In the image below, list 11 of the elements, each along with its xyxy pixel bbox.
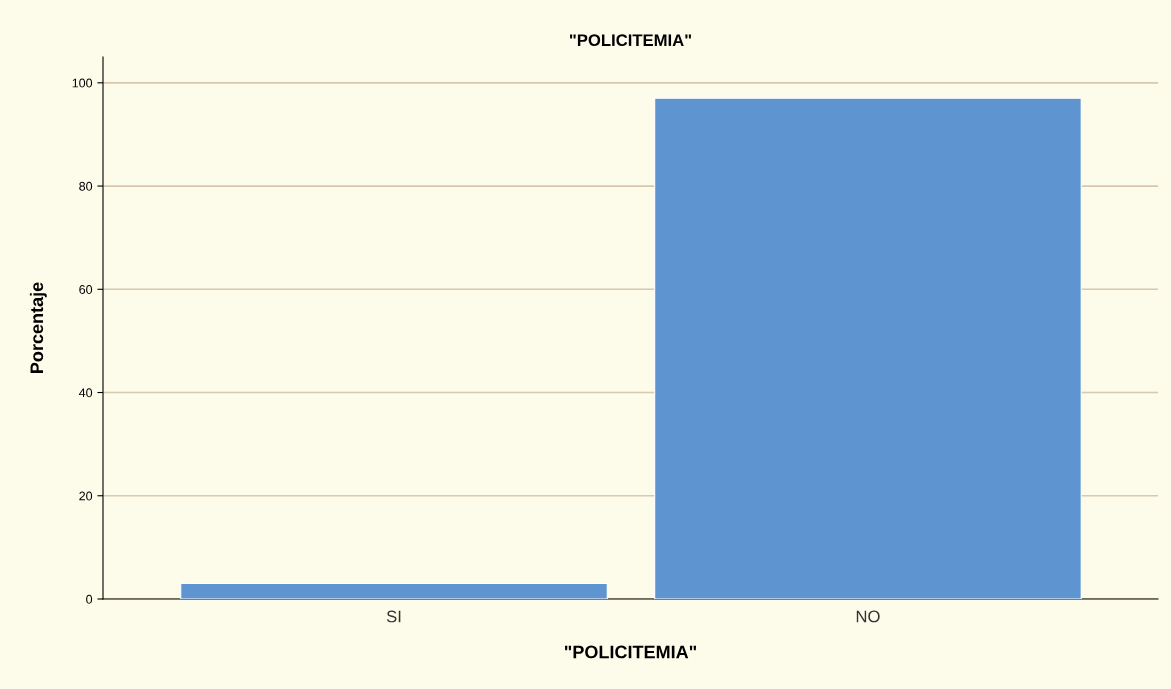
x-axis-title: "POLICITEMIA" bbox=[564, 645, 697, 659]
y-tick-label: 20 bbox=[79, 491, 93, 501]
x-tick-label: NO bbox=[856, 610, 880, 623]
y-tick-label: 0 bbox=[86, 594, 93, 604]
chart-title: "POLICITEMIA" bbox=[570, 34, 692, 47]
x-tick-label: SI bbox=[386, 610, 401, 623]
y-tick-label: 40 bbox=[78, 388, 93, 398]
y-axis-title: Porcentaje bbox=[29, 282, 47, 373]
y-tick-label: 60 bbox=[79, 285, 93, 294]
y-tick-label: 100 bbox=[72, 78, 93, 88]
y-tick-label: 80 bbox=[79, 181, 93, 191]
